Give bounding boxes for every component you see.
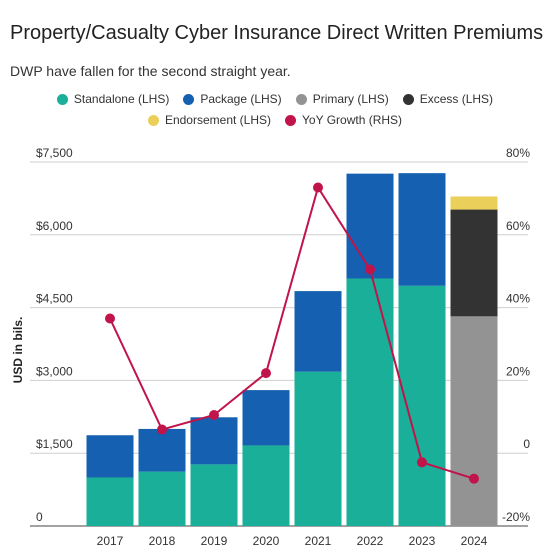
legend-swatch-standalone	[56, 93, 68, 105]
x-tick-label-2: 2019	[201, 534, 228, 548]
y2-tick-label-5: 80%	[506, 146, 530, 160]
x-tick-label-0: 2017	[97, 534, 124, 548]
x-tick-label-6: 2023	[409, 534, 436, 548]
legend-swatch-yoy-growth	[285, 114, 296, 126]
bar-package-2023	[398, 173, 446, 286]
y2-tick-label-1: 0	[523, 437, 530, 451]
legend-item-package: Package (LHS)	[183, 92, 282, 106]
bar-standalone-2018	[138, 471, 186, 526]
legend-item-excess: Excess (LHS)	[402, 92, 494, 106]
bar-standalone-2022	[346, 278, 394, 526]
y-tick-label-3: $4,500	[36, 292, 73, 306]
bar-package-2020	[242, 390, 290, 446]
y-tick-label-5: $7,500	[36, 146, 73, 160]
legend-swatch-package	[183, 93, 195, 105]
y-tick-label-1: $1,500	[36, 437, 73, 451]
bar-standalone-2023	[398, 285, 446, 526]
bar-package-2018	[138, 428, 186, 472]
bar-package-2022	[346, 173, 394, 279]
bar-primary-2024	[450, 316, 498, 526]
bar-package-2019	[190, 417, 238, 465]
legend-item-yoy-growth: YoY Growth (RHS)	[285, 113, 402, 127]
legend-label-excess: Excess (LHS)	[419, 92, 494, 106]
legend-item-standalone: Standalone (LHS)	[56, 92, 170, 106]
y-tick-label-4: $6,000	[36, 219, 73, 233]
line-yoy-growth	[109, 185, 475, 480]
y2-tick-label-2: 20%	[506, 364, 530, 378]
legend-swatch-excess	[402, 93, 414, 105]
legend-label-standalone: Standalone (LHS)	[73, 92, 170, 106]
y-tick-label-2: $3,000	[36, 364, 73, 378]
x-tick-label-1: 2018	[149, 534, 176, 548]
bar-standalone-2017	[86, 477, 134, 526]
point-yoy-growth-2019	[209, 409, 219, 420]
legend-row-2: Endorsement (LHS) YoY Growth (RHS)	[0, 113, 550, 127]
bar-standalone-2019	[190, 464, 238, 526]
chart-subtitle: DWP have fallen for the second straight …	[10, 63, 291, 79]
y2-tick-label-4: 60%	[506, 219, 530, 233]
legend-swatch-primary	[295, 93, 307, 105]
y-axis-label: USD in bils.	[11, 317, 25, 384]
legend-label-primary: Primary (LHS)	[312, 92, 389, 106]
legend-label-endorsement: Endorsement (LHS)	[164, 113, 271, 127]
point-yoy-growth-2022	[365, 264, 375, 275]
x-tick-label-7: 2024	[461, 534, 488, 548]
chart-title: Property/Casualty Cyber Insurance Direct…	[10, 22, 544, 44]
legend-row-1: Standalone (LHS) Package (LHS) Primary (…	[0, 92, 550, 106]
bar-standalone-2020	[242, 445, 290, 526]
bar-excess-2024	[450, 209, 498, 317]
legend-label-yoy-growth: YoY Growth (RHS)	[302, 113, 403, 127]
bar-package-2021	[294, 291, 342, 372]
y2-tick-label-3: 40%	[506, 292, 530, 306]
y2-tick-label-0: -20%	[502, 510, 530, 524]
legend-item-primary: Primary (LHS)	[295, 92, 389, 106]
y-tick-label-0: 0	[36, 510, 43, 524]
x-tick-label-4: 2021	[305, 534, 332, 548]
legend-label-package: Package (LHS)	[200, 92, 282, 106]
point-yoy-growth-2017	[105, 313, 115, 324]
bar-standalone-2021	[294, 371, 342, 526]
point-yoy-growth-2021	[313, 182, 323, 193]
bar-endorsement-2024	[450, 196, 498, 210]
x-tick-label-3: 2020	[253, 534, 280, 548]
legend-swatch-endorsement	[147, 114, 159, 126]
legend-item-endorsement: Endorsement (LHS)	[147, 113, 271, 127]
x-tick-label-5: 2022	[357, 534, 384, 548]
point-yoy-growth-2024	[469, 473, 479, 484]
point-yoy-growth-2023	[417, 457, 427, 468]
bar-package-2017	[86, 435, 134, 478]
point-yoy-growth-2018	[157, 424, 167, 435]
point-yoy-growth-2020	[261, 368, 271, 379]
